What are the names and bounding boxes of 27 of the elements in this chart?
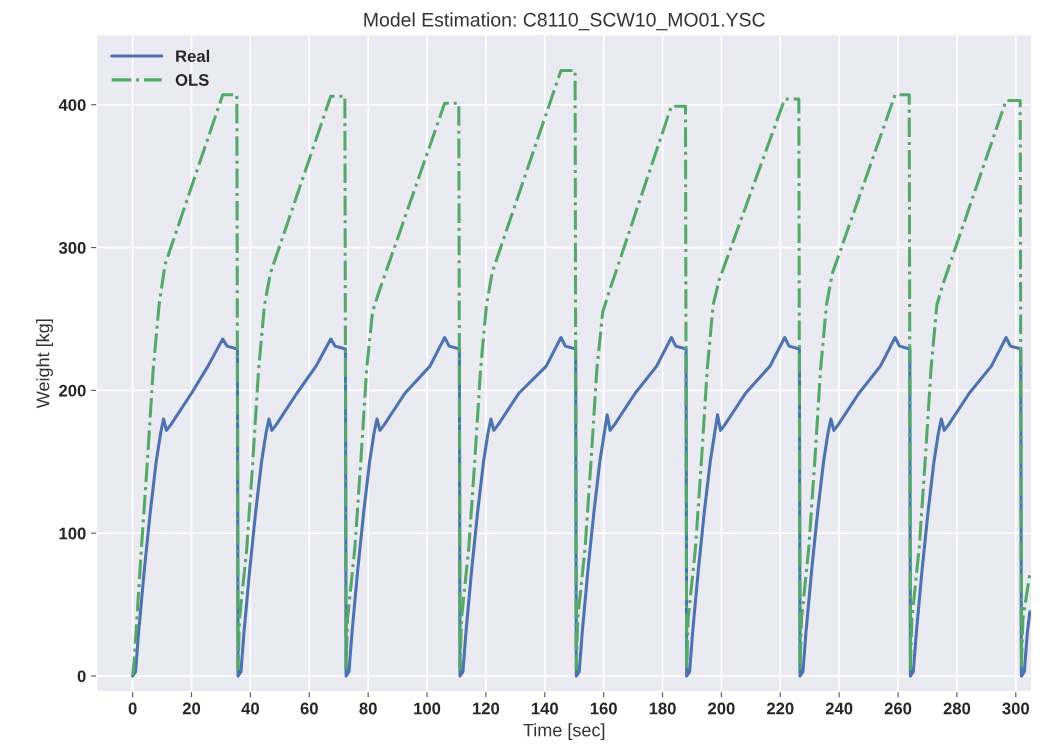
y-tick-label: 0 [77, 670, 86, 683]
y-tick-label: 100 [59, 527, 86, 540]
x-tick-label: 260 [884, 702, 912, 715]
x-tick-label: 80 [359, 702, 377, 715]
x-tick-label: 0 [128, 702, 137, 715]
y-axis-title: Weight [kg] [36, 319, 53, 409]
x-tick-label: 280 [943, 702, 971, 715]
y-tick-label: 200 [59, 384, 86, 397]
x-tick-label: 240 [825, 702, 853, 715]
x-axis-title: Time [sec] [523, 723, 605, 741]
x-tick-label: 180 [649, 702, 676, 715]
x-tick-label: 140 [531, 702, 558, 715]
legend-label: OLS [175, 74, 209, 86]
legend-label: Real [176, 49, 210, 63]
x-tick-label: 100 [414, 702, 441, 715]
x-tick-label: 60 [300, 702, 318, 715]
line-series [131, 68, 1032, 678]
x-tick-label: 40 [241, 702, 259, 715]
y-tick-label: 300 [58, 241, 86, 254]
x-tick-label: 20 [182, 702, 201, 715]
x-tick-label: 200 [708, 702, 735, 715]
x-tick-label: 120 [473, 702, 500, 715]
x-tick-label: 160 [590, 702, 617, 715]
x-tick-label: 220 [766, 702, 794, 715]
x-tick-label: 300 [1002, 702, 1030, 715]
y-tick-label: 400 [58, 99, 86, 111]
chart-title: Model Estimation: C8110_SCW10_MO01.YSC [364, 12, 765, 31]
